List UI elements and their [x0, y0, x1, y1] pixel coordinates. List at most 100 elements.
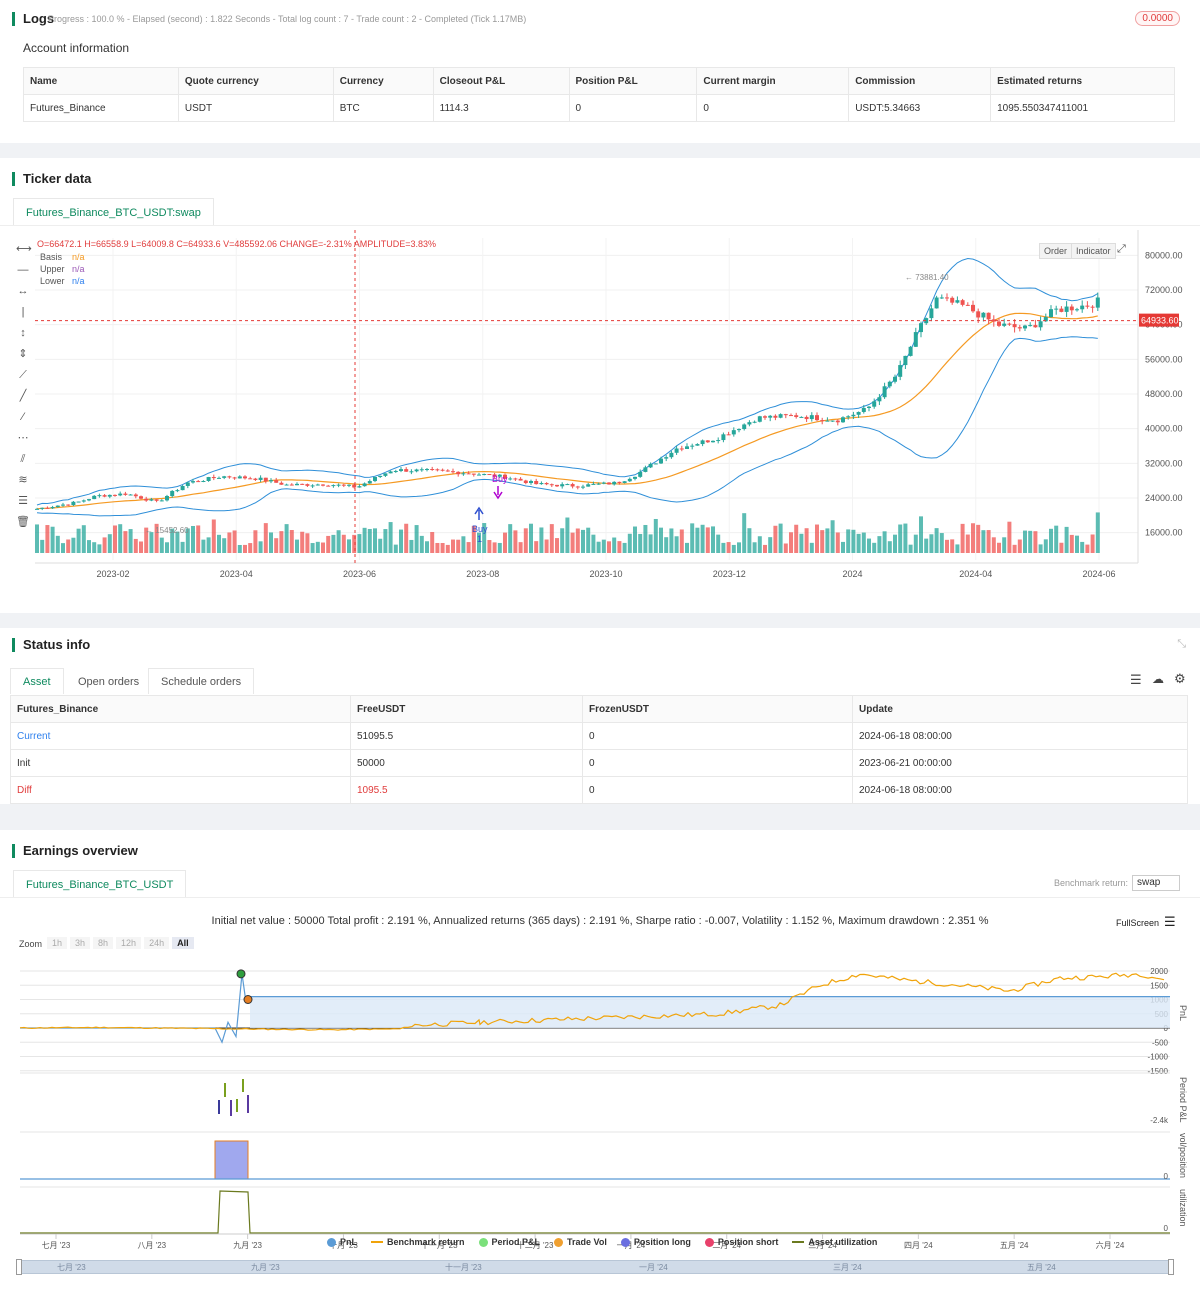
fib-tool-icon[interactable]: ≋: [18, 474, 28, 486]
cloud-download-icon[interactable]: ☁: [1152, 672, 1164, 686]
volume-bar: [393, 544, 398, 553]
zoom-option-24h[interactable]: 24h: [144, 937, 170, 949]
col-frozen-usdt: FrozenUSDT: [582, 695, 853, 723]
volume-bar: [419, 535, 424, 553]
fullscreen-button[interactable]: FullScreen: [1116, 918, 1160, 928]
horizontal-ray-icon[interactable]: ↔: [17, 285, 29, 297]
volume-bar: [638, 533, 643, 553]
candle-body: [201, 480, 206, 482]
candle-body: [908, 346, 913, 356]
month-tick-label: 七月 '23: [42, 1241, 71, 1250]
ray-line-icon[interactable]: ╱: [19, 390, 27, 402]
candle-body: [347, 484, 351, 486]
pnl-area: [250, 996, 1170, 1028]
candle-body: [315, 484, 320, 486]
candle-body: [107, 494, 112, 497]
extended-line-icon[interactable]: ⁄: [22, 411, 24, 423]
volume-bar: [222, 538, 227, 553]
account-cell: 0: [568, 94, 698, 122]
expand-icon[interactable]: ⤢: [1117, 243, 1126, 255]
horizontal-line-icon[interactable]: —: [17, 264, 29, 276]
candle-body: [222, 476, 227, 478]
indicator-button[interactable]: Indicator: [1071, 243, 1116, 259]
trash-icon[interactable]: 🗑: [16, 516, 30, 528]
volume-bar: [165, 542, 169, 553]
volume-bar: [913, 534, 918, 553]
volume-bar: [295, 539, 299, 553]
account-col-header: Closeout P&L: [432, 67, 570, 95]
candle-body: [191, 481, 195, 483]
price-tick-label: 80000.00: [1145, 250, 1183, 260]
month-tick-label: 八月 '23: [137, 1241, 166, 1250]
candle-body: [986, 312, 991, 320]
trend-line-icon[interactable]: ⟋: [19, 369, 27, 381]
account-table: Name Quote currency Currency Closeout P&L Po…: [23, 67, 1175, 122]
vertical-line-icon[interactable]: |: [21, 306, 25, 318]
volume-bar: [492, 542, 497, 553]
tab-open-orders[interactable]: Open orders: [78, 676, 140, 688]
status-card: Status info ⤡ Asset Open orders Schedule…: [0, 628, 1200, 804]
candle-body: [529, 480, 533, 484]
volume-bar: [170, 528, 175, 553]
legend-dot-icon: [620, 1237, 630, 1247]
candle-body: [627, 478, 632, 482]
time-navigator[interactable]: 七月 '23 九月 '23 十一月 '23 一月 '24 三月 '24 五月 '24: [18, 1260, 1174, 1274]
candle-body: [841, 417, 845, 423]
candle-body: [965, 304, 970, 306]
position-long-bar: [214, 1140, 249, 1180]
vertical-segment-icon[interactable]: ↕: [20, 327, 26, 339]
candle-body: [404, 469, 409, 472]
order-button[interactable]: Order: [1039, 243, 1073, 259]
price-label-icon[interactable]: ⋯: [17, 432, 29, 444]
price-range-icon[interactable]: ⇕: [18, 348, 28, 360]
earnings-legend: PnL Benchmark return Period P&L Trade Vol Po…: [327, 1237, 891, 1247]
benchmark-select[interactable]: swap: [1132, 875, 1180, 891]
legend-item[interactable]: Position short: [704, 1237, 778, 1247]
zoom-option-3h[interactable]: 3h: [70, 937, 91, 949]
tab-ticker-symbol[interactable]: Futures_Binance_BTC_USDT:swap: [13, 198, 214, 226]
volume-bar: [404, 523, 409, 553]
volume-bar: [643, 524, 648, 553]
volume-bar: [763, 544, 767, 553]
candle-body: [217, 477, 221, 479]
legend-item[interactable]: Period P&L: [478, 1237, 540, 1247]
legend-item[interactable]: Asset utilization: [792, 1237, 877, 1247]
tab-earnings-symbol[interactable]: Futures_Binance_BTC_USDT: [13, 870, 187, 898]
volume-bar: [976, 524, 981, 553]
parallel-channel-icon[interactable]: ⫽: [20, 453, 26, 465]
crosshair-tool-icon[interactable]: ⟷: [16, 243, 32, 255]
fib-retracement-icon[interactable]: ☰: [18, 495, 28, 507]
zoom-option-8h[interactable]: 8h: [93, 937, 114, 949]
legend-item[interactable]: Position long: [620, 1237, 691, 1247]
candle-body: [1002, 323, 1007, 326]
legend-item[interactable]: Trade Vol: [554, 1237, 607, 1247]
candle-body: [960, 300, 965, 305]
candle-body: [492, 474, 497, 477]
menu-icon[interactable]: ☰: [1164, 914, 1176, 929]
legend-item[interactable]: Benchmark return: [371, 1237, 465, 1247]
candle-body: [409, 471, 414, 473]
navigator-left-handle[interactable]: [16, 1259, 22, 1275]
candlestick-chart[interactable]: 80000.0072000.0064000.0056000.0048000.00…: [0, 230, 1200, 610]
gear-icon[interactable]: ⚙: [1174, 671, 1186, 686]
volume-bar: [508, 524, 513, 553]
zoom-option-All[interactable]: All: [172, 937, 194, 949]
navigator-right-handle[interactable]: [1168, 1259, 1174, 1275]
account-col-header: Position P&L: [568, 67, 698, 95]
current-price-tag: [1139, 313, 1179, 327]
volume-bar: [159, 537, 164, 553]
tab-schedule-orders[interactable]: Schedule orders: [148, 668, 255, 694]
legend-dot-icon: [704, 1237, 714, 1247]
candle-body: [144, 498, 149, 501]
zoom-option-1h[interactable]: 1h: [47, 937, 68, 949]
tab-asset[interactable]: Asset: [10, 668, 64, 694]
candle-body: [851, 414, 856, 417]
zoom-options: 1h 3h 8h 12h 24h All: [47, 937, 194, 949]
collapse-icon[interactable]: ⤡: [1177, 638, 1186, 650]
legend-item[interactable]: PnL: [327, 1237, 357, 1247]
legend-label: Trade Vol: [567, 1237, 607, 1247]
list-icon[interactable]: ☰: [1130, 672, 1142, 687]
zoom-option-12h[interactable]: 12h: [116, 937, 142, 949]
candle-body: [913, 332, 918, 347]
earnings-chart[interactable]: 2000150010005000-500-1000-1500PnL-2.4kPe…: [0, 955, 1200, 1285]
